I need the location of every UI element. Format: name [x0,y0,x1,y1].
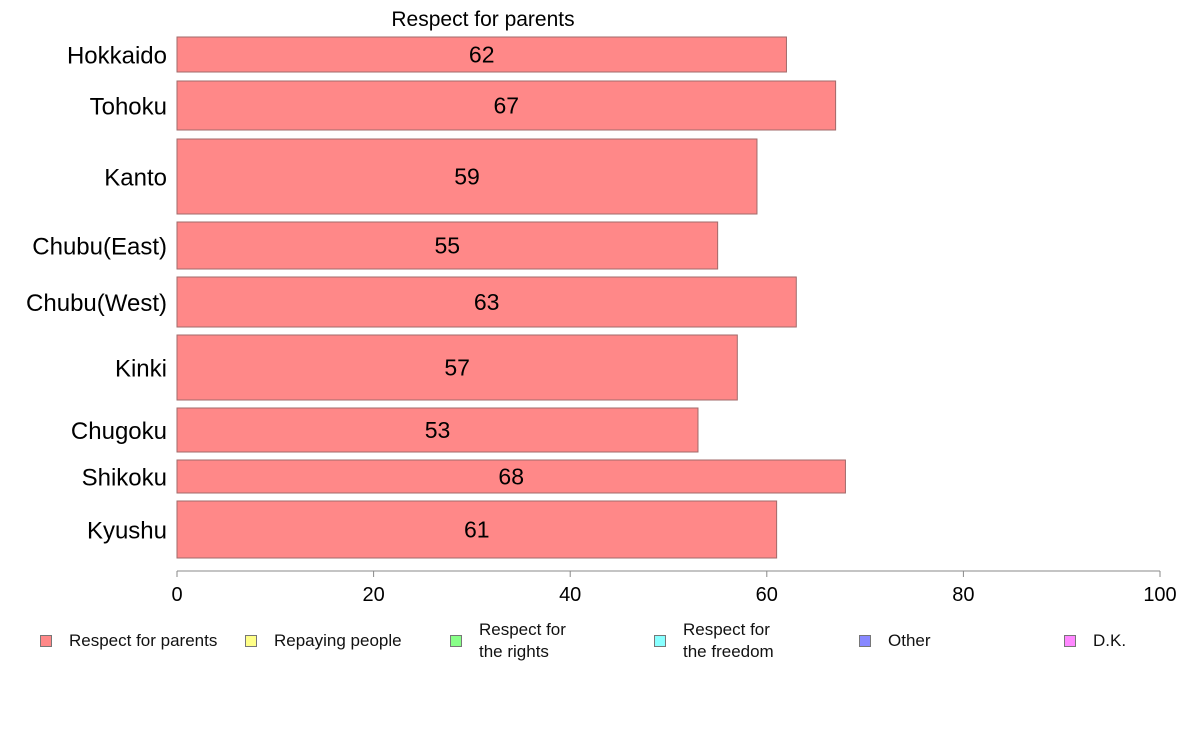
value-label-tohoku: 67 [494,93,520,119]
legend-item-other: Other [859,618,931,664]
legend-item-respect-for-the-rights: Respect for the rights [450,618,566,664]
legend-item-repaying-people: Repaying people [245,618,402,664]
value-label-chubu-east: 55 [435,233,461,259]
legend-label: Respect for the rights [479,620,566,661]
legend-label: Repaying people [274,631,402,650]
x-tick-label: 80 [952,584,974,606]
bar-hokkaido [176,36,787,73]
category-label-kyushu: Kyushu [87,518,167,545]
legend-label: Respect for parents [69,631,218,650]
bar-chubu-west [176,276,797,328]
category-labels: Hokkaido Tohoku Kanto Chubu(East) Chubu(West… [26,43,167,545]
category-label-chubu-west: Chubu(West) [26,290,167,317]
value-label-kanto: 59 [454,164,480,190]
legend-swatch [859,635,871,647]
category-label-kanto: Kanto [104,165,167,192]
legend-swatch [654,635,666,647]
legend-swatch [40,635,52,647]
category-label-chubu-east: Chubu(East) [32,234,167,261]
legend-swatch [245,635,257,647]
bar-chugoku [176,407,699,453]
legend-label: D.K. [1093,631,1127,650]
x-tick-label: 0 [171,584,182,606]
bar-kanto [176,138,758,215]
category-label-shikoku: Shikoku [82,465,167,492]
x-tick-label: 60 [756,584,778,606]
x-tick-label: 40 [559,584,581,606]
value-label-kyushu: 61 [464,517,490,543]
x-axis: 0 20 40 60 80 100 [171,570,1177,606]
chart-title: Respect for parents [391,8,574,31]
legend: Respect for parents Repaying people Resp… [0,618,1188,668]
value-label-hokkaido: 62 [469,42,495,68]
value-label-chubu-west: 63 [474,289,500,315]
legend-label: Respect for the freedom [683,620,774,661]
legend-label: Other [888,631,931,650]
x-tick-label: 20 [362,584,384,606]
bar-chubu-east [176,221,719,270]
bar-kinki [176,334,738,401]
category-label-kinki: Kinki [115,356,167,383]
category-label-chugoku: Chugoku [71,418,167,445]
bar-tohoku [176,80,837,131]
bars-layer: 62 67 59 55 63 57 53 68 61 [176,36,846,559]
legend-item-dk: D.K. [1064,618,1126,664]
value-label-shikoku: 68 [498,464,524,490]
legend-swatch [450,635,462,647]
bar-shikoku [176,459,846,494]
category-label-hokkaido: Hokkaido [67,43,167,70]
category-label-tohoku: Tohoku [90,94,167,121]
x-tick-label: 100 [1143,584,1176,606]
legend-item-respect-for-parents: Respect for parents [40,618,217,664]
legend-swatch [1064,635,1076,647]
value-label-kinki: 57 [444,355,470,381]
bar-kyushu [176,500,778,559]
legend-item-respect-for-the-freedom: Respect for the freedom [654,618,774,664]
value-label-chugoku: 53 [425,417,451,443]
